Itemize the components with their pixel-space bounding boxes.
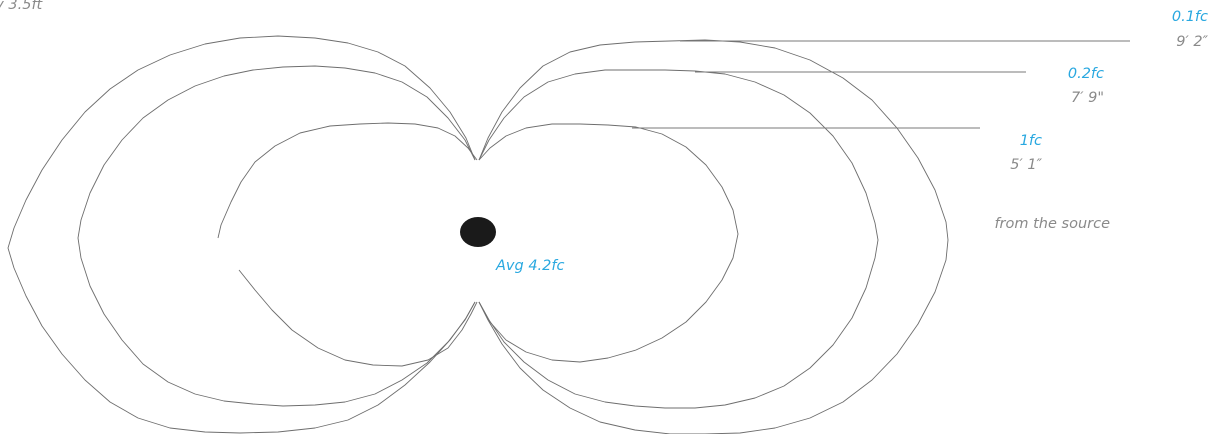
average-illuminance-label: Avg 4.2fc <box>495 258 564 274</box>
header-cropped-text: by 3.5ft <box>0 0 44 13</box>
contour-right-middle <box>478 69 879 409</box>
contour-left-middle <box>77 65 476 407</box>
contour-left-inner-lower <box>238 269 478 367</box>
contour-left-outer <box>7 35 476 434</box>
contour-2-illuminance: 1fc <box>1020 133 1042 149</box>
contour-2-distance: 5′ 1″ <box>1010 157 1042 173</box>
contour-0-illuminance: 0.1fc <box>1172 9 1208 25</box>
contour-right-inner <box>478 123 739 363</box>
contour-1-distance: 7′ 9" <box>1071 90 1104 106</box>
light-source-dot <box>460 217 496 247</box>
contour-0-distance: 9′ 2″ <box>1176 34 1208 50</box>
distance-note: from the source <box>994 216 1110 232</box>
contour-left-inner <box>217 122 478 239</box>
contour-right-outer <box>478 39 949 434</box>
contour-1-illuminance: 0.2fc <box>1068 66 1104 82</box>
